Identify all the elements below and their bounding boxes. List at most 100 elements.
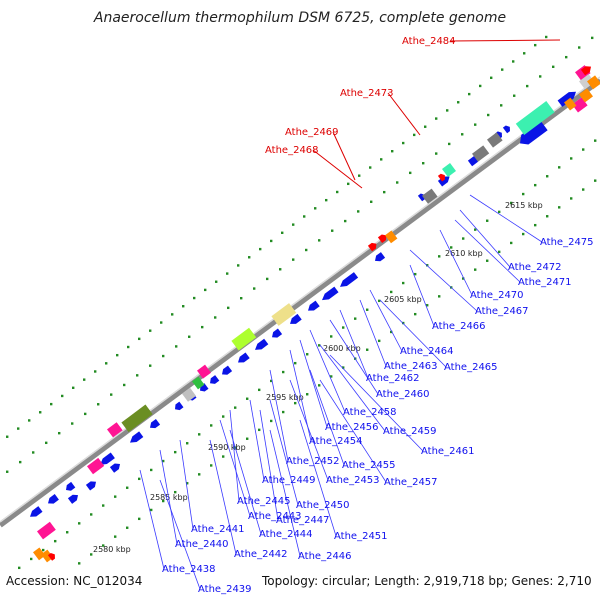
highlight-gene-shape <box>437 173 445 182</box>
skew-dot <box>306 393 309 396</box>
skew-dot <box>354 317 357 320</box>
gene-label: Athe_2452 <box>286 456 340 467</box>
skew-dot <box>486 259 489 262</box>
gc-dot <box>526 84 529 88</box>
cds-arrow <box>109 463 121 473</box>
gc-dot <box>318 239 321 242</box>
gene-leader-line <box>209 439 237 555</box>
cds-arrow-shape <box>557 91 577 107</box>
cds-arrow-shape <box>340 272 359 287</box>
cds-arrow-shape <box>502 125 510 134</box>
gc-dot <box>457 101 460 104</box>
gc-dot <box>336 190 339 194</box>
gene-label: Athe_2458 <box>343 407 397 418</box>
rrna-box-shape <box>37 521 56 540</box>
gene-leader-line <box>409 249 478 312</box>
skew-dot <box>402 281 405 285</box>
highlight-leader-line <box>332 131 356 181</box>
gene-leader-line <box>179 439 194 530</box>
gene-label: Athe_2457 <box>384 477 438 488</box>
cds-arrow <box>340 272 359 287</box>
gc-dot <box>487 113 490 117</box>
highlight-gene-label: Athe_2473 <box>340 88 394 99</box>
gc-dot <box>201 325 204 329</box>
cds-arrow-shape <box>322 286 339 301</box>
misc-feature-box-shape <box>192 376 205 390</box>
highlight-gene <box>437 173 445 182</box>
skew-dot <box>342 326 345 329</box>
skew-dot <box>114 495 117 498</box>
rrna-box-shape <box>572 97 588 113</box>
skew-dot <box>558 166 561 169</box>
skew-dot <box>438 255 441 258</box>
skew-dot <box>390 330 393 334</box>
gc-dot <box>94 370 97 373</box>
gene-leader-line <box>269 369 289 462</box>
misc-feature-box <box>121 404 153 433</box>
trna-box <box>587 75 600 90</box>
skew-dot <box>126 526 129 529</box>
gene-leader-line <box>229 429 262 535</box>
gene-label: Athe_2443 <box>248 511 302 522</box>
highlight-leader-line <box>312 149 363 189</box>
skew-dot <box>174 490 177 494</box>
cds-arrow <box>255 338 269 350</box>
gene-label: Athe_2455 <box>342 460 396 471</box>
gene-leader-line <box>229 409 240 502</box>
gc-dot <box>448 142 451 146</box>
cds-arrow <box>210 375 220 384</box>
skew-dot <box>150 508 153 512</box>
misc-feature-box <box>182 387 197 402</box>
skew-dot <box>78 562 81 565</box>
gc-dot <box>270 239 273 243</box>
cds-arrow-shape <box>238 352 250 363</box>
skew-dot <box>486 219 489 222</box>
skew-dot <box>30 557 33 561</box>
gc-dot <box>281 231 284 234</box>
gc-dot <box>500 104 503 107</box>
gc-dot <box>347 182 350 186</box>
skew-dot <box>306 353 309 356</box>
gc-dot <box>136 374 139 377</box>
gc-dot <box>424 125 427 128</box>
cds-arrow-shape <box>85 481 97 491</box>
skew-dot <box>234 406 237 409</box>
gc-dot <box>83 378 86 381</box>
cds-arrow-shape <box>222 365 233 375</box>
gc-dot <box>110 393 113 396</box>
skew-dot <box>498 250 501 254</box>
tick-label: 2605 kbp <box>384 295 422 304</box>
skew-dot <box>246 437 249 440</box>
gene-leader-line <box>299 419 337 537</box>
misc-feature-box-shape <box>472 145 490 162</box>
gc-dot <box>17 427 20 430</box>
misc-feature-box-shape <box>182 387 197 402</box>
gene-label: Athe_2438 <box>162 564 216 575</box>
misc-feature-box <box>487 132 503 148</box>
gc-dot <box>331 229 334 232</box>
gene-leader-line <box>329 319 379 395</box>
gene-leader-line <box>289 379 329 481</box>
misc-feature-box <box>422 188 438 204</box>
skew-dot <box>426 304 429 307</box>
gc-dot <box>552 65 555 68</box>
rrna-box-shape <box>197 364 212 379</box>
gc-dot <box>105 362 108 365</box>
gene-label: Athe_2442 <box>234 549 288 560</box>
skew-dot <box>102 504 105 507</box>
gene-leader-line <box>249 399 265 481</box>
gc-dot <box>32 451 35 454</box>
skew-dot <box>90 553 93 556</box>
gene-leader-line <box>269 429 301 557</box>
genome-backbone <box>0 77 600 528</box>
skew-dot <box>162 459 165 463</box>
gc-dot <box>501 68 504 71</box>
cds-arrow-shape <box>308 300 320 311</box>
skew-dot <box>546 215 549 218</box>
gene-leader-line <box>219 419 251 517</box>
skew-dot <box>534 183 537 187</box>
gene-label: Athe_2449 <box>262 475 316 486</box>
cds-arrow-shape <box>290 313 302 324</box>
gene-leader-line <box>319 379 387 483</box>
skew-dot <box>318 344 321 347</box>
